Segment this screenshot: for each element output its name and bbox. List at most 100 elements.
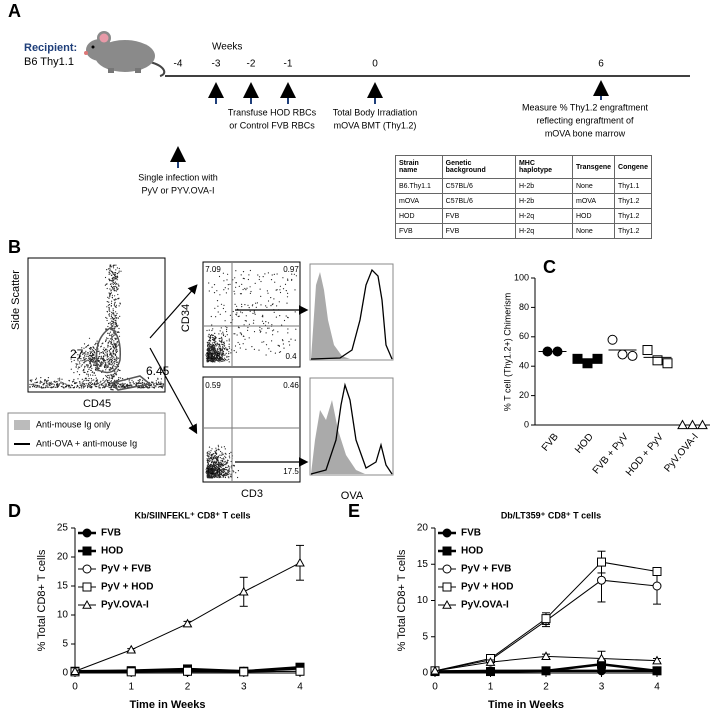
legend-label: PyV + HOD	[101, 582, 154, 593]
event-dot	[213, 284, 216, 286]
event-dot	[80, 387, 82, 389]
event-dot	[223, 468, 225, 470]
event-dot	[157, 386, 160, 388]
event-dot	[212, 339, 214, 341]
event-dot	[80, 358, 82, 360]
event-dot	[226, 330, 228, 333]
event-dot	[30, 379, 32, 381]
event-dot	[115, 354, 117, 356]
event-dot	[215, 461, 217, 463]
event-dot	[51, 383, 53, 385]
event-dot	[219, 337, 221, 339]
event-dot	[110, 274, 113, 276]
event-dot	[115, 290, 117, 292]
event-dot	[226, 340, 228, 342]
event-dot	[107, 304, 109, 306]
event-dot	[112, 367, 114, 369]
event-dot	[94, 352, 96, 354]
event-dot	[90, 357, 92, 359]
event-dot	[222, 341, 224, 344]
event-dot	[213, 476, 215, 479]
event-dot	[97, 356, 99, 358]
event-dot	[109, 273, 111, 275]
event-dot	[217, 457, 219, 459]
event-dot	[209, 354, 211, 356]
event-dot	[281, 339, 284, 341]
event-dot	[211, 469, 213, 471]
event-dot	[226, 461, 228, 463]
event-dot	[117, 288, 119, 290]
event-dot	[147, 376, 149, 379]
event-dot	[286, 302, 288, 304]
y-tick-label: 0	[524, 419, 529, 429]
event-dot	[103, 387, 106, 389]
legend-label: PyV.OVA-I	[101, 600, 149, 611]
event-dot	[230, 322, 232, 324]
event-dot	[93, 358, 95, 360]
event-dot	[88, 367, 90, 369]
event-dot	[62, 382, 64, 384]
event-dot	[271, 340, 273, 342]
event-dot	[93, 347, 95, 349]
event-dot	[71, 361, 73, 363]
table-row: HOD FVB H-2q HOD Thy1.2	[395, 208, 652, 224]
event-dot	[223, 280, 225, 282]
event-dot	[90, 384, 93, 386]
event-dot	[277, 344, 279, 346]
event-dot	[53, 381, 55, 383]
event-dot	[160, 385, 162, 387]
event-dot	[109, 341, 111, 343]
event-dot	[110, 380, 112, 382]
event-dot	[218, 346, 220, 348]
event-dot	[218, 464, 220, 467]
event-dot	[132, 381, 134, 383]
event-dot	[114, 295, 116, 297]
event-dot	[87, 382, 89, 384]
event-dot	[219, 464, 221, 466]
event-dot	[99, 363, 102, 365]
event-dot	[260, 304, 262, 306]
event-dot	[43, 382, 46, 384]
table-cell: B6.Thy1.1	[395, 178, 443, 194]
event-dot	[213, 470, 215, 472]
arrow	[149, 284, 198, 339]
event-dot	[117, 293, 119, 296]
event-dot	[214, 474, 216, 476]
event-dot	[214, 469, 216, 471]
event-dot	[116, 379, 118, 381]
event-dot	[155, 386, 157, 388]
event-dot	[105, 367, 107, 369]
event-dot	[258, 349, 260, 351]
event-dot	[78, 361, 81, 363]
event-dot	[214, 338, 217, 340]
event-dot	[116, 361, 118, 363]
event-dot	[247, 304, 249, 306]
event-dot	[220, 454, 222, 456]
event-dot	[116, 350, 118, 352]
event-dot	[220, 462, 223, 464]
event-dot	[113, 334, 115, 336]
event-dot	[87, 355, 89, 357]
table-cell: None	[571, 223, 616, 239]
event-dot	[110, 266, 112, 268]
event-dot	[207, 348, 209, 351]
event-dot	[215, 354, 218, 356]
event-dot	[265, 354, 267, 356]
event-dot	[60, 382, 62, 384]
event-dot	[279, 351, 282, 353]
event-dot	[112, 328, 114, 330]
event-dot	[89, 384, 91, 386]
event-dot	[116, 357, 118, 359]
event-dot	[226, 474, 228, 476]
event-dot	[216, 456, 218, 458]
event-dot	[207, 354, 209, 356]
axis-label: Side Scatter	[10, 270, 22, 330]
event-dot	[52, 386, 54, 389]
event-dot	[136, 382, 138, 384]
event-dot	[114, 281, 116, 283]
event-dot	[214, 270, 216, 272]
event-dot	[104, 366, 106, 368]
event-dot	[219, 348, 222, 350]
event-dot	[109, 280, 111, 282]
event-dot	[249, 292, 251, 294]
